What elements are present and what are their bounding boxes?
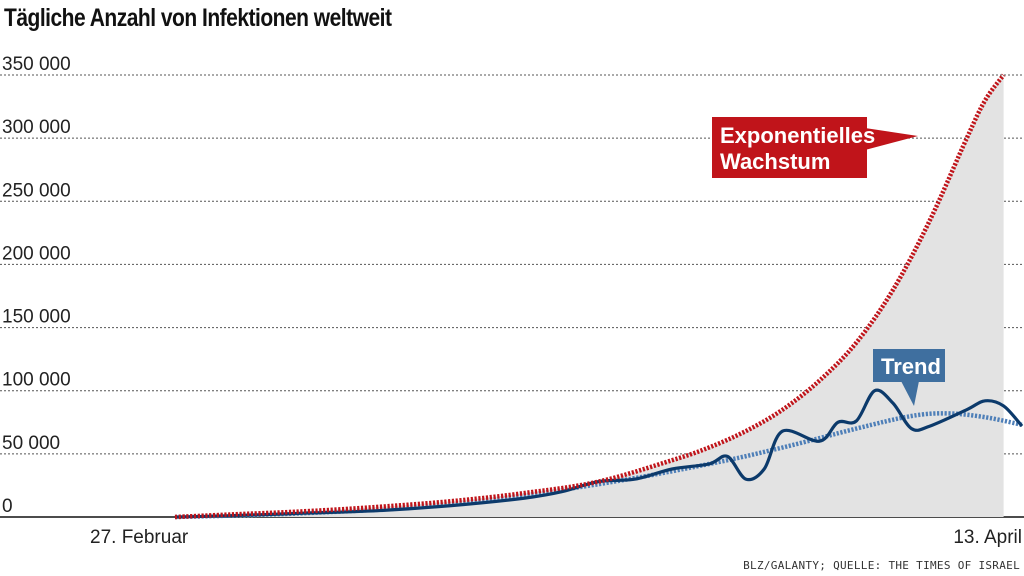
exponential-label-text: Exponentielles	[720, 123, 875, 148]
exponential-area-fill	[175, 75, 1004, 517]
y-tick-label: 0	[2, 496, 13, 517]
infections-line	[174, 388, 1024, 519]
trend-label-box	[873, 349, 945, 382]
series-lines	[174, 73, 1024, 520]
y-tick-label: 150 000	[2, 307, 71, 328]
trend-label-pointer	[901, 381, 919, 406]
x-tick-label: 13. April	[953, 527, 1022, 548]
exponential-label-text: Wachstum	[720, 149, 830, 174]
y-tick-label: 350 000	[2, 54, 71, 75]
chart-title: Tägliche Anzahl von Infektionen weltweit	[4, 4, 392, 32]
x-tick-label: 27. Februar	[90, 527, 189, 548]
y-tick-label: 200 000	[2, 243, 71, 264]
exponential-label-pointer	[865, 128, 918, 150]
source-credit: BLZ/GALANTY; QUELLE: THE TIMES OF ISRAEL	[743, 559, 1020, 572]
y-tick-label: 100 000	[2, 370, 71, 391]
exponential-growth-line	[174, 73, 1006, 520]
exponential-shaded-area	[175, 75, 1004, 517]
y-tick-label: 50 000	[2, 433, 60, 454]
x-axis-ticks: 27. Februar 13. April	[90, 527, 1022, 548]
y-tick-label: 250 000	[2, 180, 71, 201]
exponential-label-box	[712, 117, 867, 178]
y-axis-ticks: 0 50 000 100 000 150 000 200 000 250 000 300 0…	[2, 54, 71, 517]
y-tick-label: 300 000	[2, 117, 71, 138]
trend-label-text: Trend	[881, 354, 941, 379]
